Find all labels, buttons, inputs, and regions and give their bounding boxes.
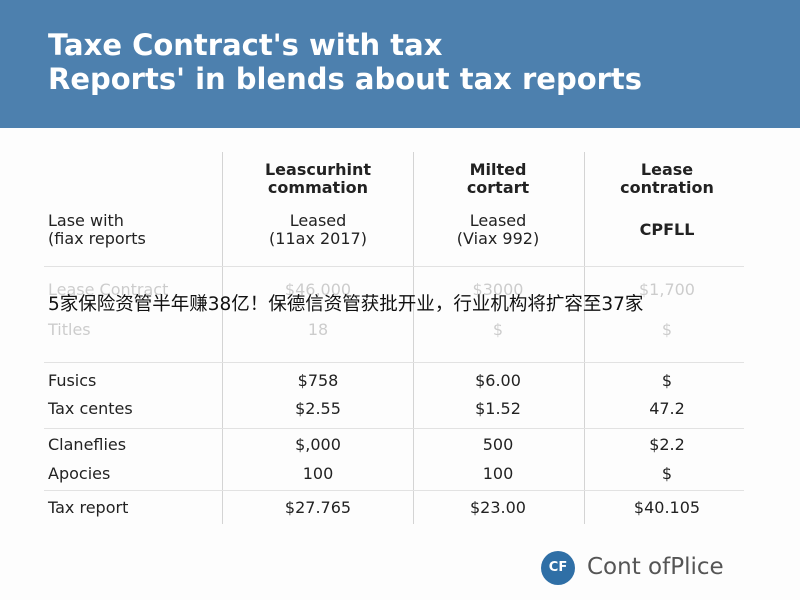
table-cell: $6.00 [475, 371, 521, 390]
row-label: Lease Contract [48, 280, 169, 299]
table-cell: (Viax 992) [456, 229, 540, 248]
row-label: Apocies [48, 464, 111, 483]
row-label: Lase with [48, 211, 124, 230]
table-cell: $1.52 [475, 399, 521, 418]
row-divider [44, 266, 744, 267]
table-cell: $23.00 [470, 498, 526, 517]
table-cell: $ [492, 320, 504, 339]
table-cell: CPFLL [639, 220, 695, 239]
column-header: cortart [466, 178, 530, 197]
column-header: contration [620, 178, 714, 197]
title-line: Taxe Contract's with tax [48, 28, 443, 62]
column-divider [413, 152, 414, 524]
table-cell: 500 [482, 435, 514, 454]
row-label: (fiax reports [48, 229, 146, 248]
header-banner: Taxe Contract's with tax Reports' in ble… [0, 0, 800, 128]
logo-text: Cont ofPlice [587, 554, 724, 580]
table-cell: (11ax 2017) [269, 229, 367, 248]
table-cell: $ [661, 320, 673, 339]
column-divider [222, 152, 223, 524]
column-header: commation [267, 178, 369, 197]
column-divider [584, 152, 585, 524]
title-line: Reports' in blends about tax reports [48, 62, 643, 96]
row-label: Titles [48, 320, 91, 339]
table-cell: 47.2 [649, 399, 685, 418]
table-cell: Leased [469, 211, 527, 230]
table-cell: 18 [307, 320, 329, 339]
table-cell: 100 [302, 464, 334, 483]
column-header: Leascurhint [264, 160, 372, 179]
row-divider [44, 490, 744, 491]
row-label: Tax report [48, 498, 129, 517]
table-cell: Leased [289, 211, 347, 230]
table-cell: $1,700 [639, 280, 695, 299]
table-cell: $27.765 [284, 498, 352, 517]
row-label: Fusics [48, 371, 97, 390]
table-cell: $758 [297, 371, 339, 390]
row-label: Tax centes [48, 399, 133, 418]
column-header: Lease [640, 160, 694, 179]
table-cell: $2.2 [649, 435, 685, 454]
logo-icon: CF [541, 551, 575, 585]
table-cell: $ [661, 464, 673, 483]
row-divider [44, 428, 744, 429]
row-divider [44, 362, 744, 363]
table-cell: $3000 [472, 280, 524, 299]
table-cell: $,000 [295, 435, 341, 454]
table-cell: $46,000 [284, 280, 352, 299]
table-cell: $2.55 [295, 399, 341, 418]
row-label: Claneflies [48, 435, 127, 454]
table-cell: $ [661, 371, 673, 390]
column-header: Milted [469, 160, 527, 179]
table-cell: $40.105 [633, 498, 701, 517]
table-cell: 100 [482, 464, 514, 483]
overlay-caption: 5家保险资管半年赚38亿！保德信资管获批开业，行业机构将扩容至37家 [48, 294, 644, 315]
